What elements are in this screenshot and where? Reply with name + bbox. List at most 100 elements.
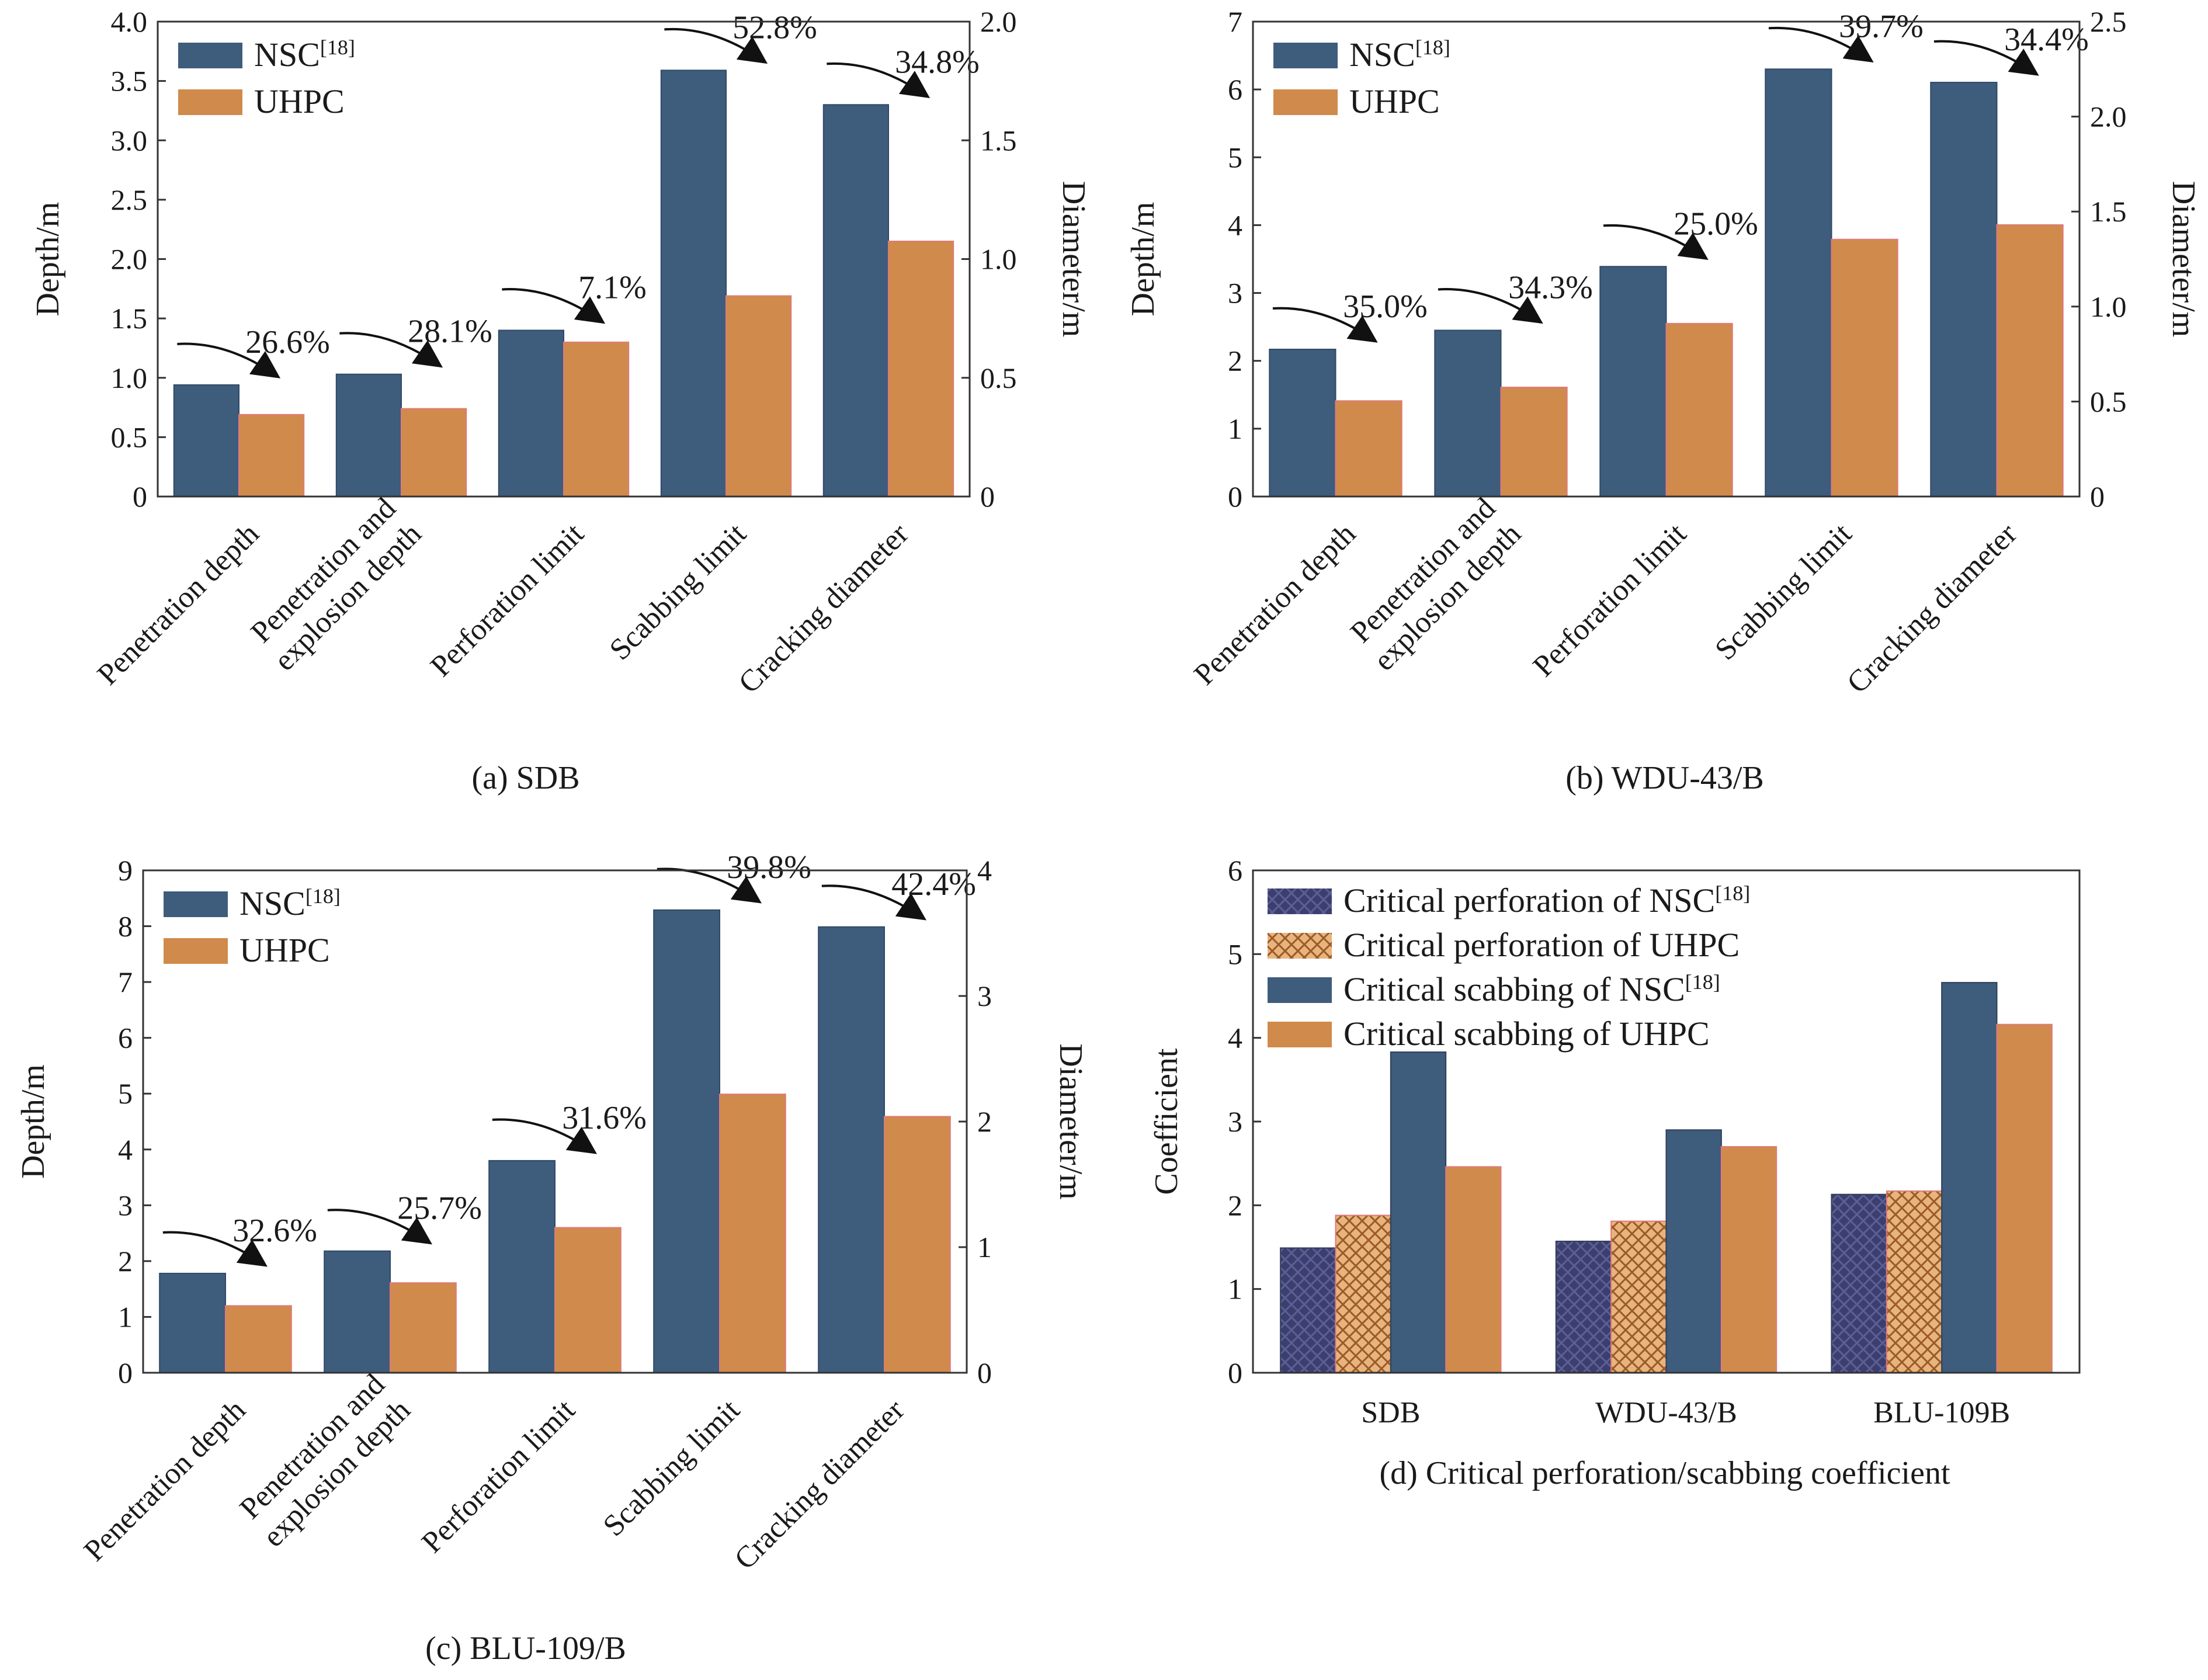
reduction-label: 7.1%	[578, 269, 647, 306]
legend-label: Critical perforation of NSC[18]	[1343, 881, 1750, 919]
x-tick-label-group: Penetration depth	[78, 1393, 252, 1568]
legend-swatch	[178, 89, 242, 115]
y-tick-label: 3	[1228, 1105, 1242, 1138]
y2-tick-label: 1.5	[2090, 195, 2127, 228]
reduction-label: 26.6%	[245, 324, 330, 360]
legend-swatch	[178, 43, 242, 68]
bar-nsc	[818, 926, 885, 1373]
y-tick-label: 2	[1228, 345, 1242, 377]
legend-label: NSC[18]	[1349, 36, 1450, 74]
y-tick-label: 0.5	[111, 421, 148, 453]
bar-uhpc	[238, 414, 305, 497]
reduction-label: 35.0%	[1343, 289, 1428, 325]
y-tick-label: 2.0	[111, 243, 148, 276]
y-tick-label: 4	[118, 1133, 133, 1166]
bar-perforation-uhpc	[1610, 1220, 1667, 1373]
bar-perforation-nsc	[1555, 1240, 1612, 1373]
bar-nsc	[498, 329, 564, 497]
y2-tick-label: 1	[977, 1231, 992, 1264]
x-tick-label-group: Scabbing limit	[1709, 517, 1858, 667]
bar-nsc	[1765, 68, 1832, 498]
reduction-arrow	[1438, 288, 1543, 324]
y-tick-label: 0	[1228, 1356, 1242, 1389]
legend-label-text: NSC	[1349, 36, 1415, 74]
y-tick-label: 6	[118, 1022, 133, 1054]
legend-swatch	[164, 891, 228, 917]
bar-nsc	[335, 373, 402, 498]
bar-uhpc	[563, 341, 630, 498]
x-tick-label: WDU-43/B	[1595, 1396, 1737, 1429]
x-tick-label-group: Perforation limit	[1527, 517, 1693, 683]
chart-caption: (a) SDB	[471, 760, 579, 796]
x-tick-label-group: Penetration depth	[1188, 517, 1362, 692]
y2-tick-label: 1.5	[980, 124, 1017, 157]
reduction-arrow	[492, 1118, 597, 1154]
y2-tick-label: 1.0	[2090, 290, 2127, 323]
x-tick-label-group: Cracking diameter	[732, 517, 915, 700]
reduction-label: 31.6%	[562, 1100, 647, 1136]
legend-swatch	[1273, 43, 1338, 68]
bar-scabbing-uhpc	[1996, 1023, 2053, 1373]
x-tick-label: Cracking diameter	[1841, 517, 2023, 700]
reduction-arrow	[162, 1231, 268, 1267]
reduction-arrow	[821, 884, 926, 921]
legend-label-text: NSC	[239, 884, 305, 922]
y-tick-label: 8	[118, 910, 133, 943]
legend-label-superscript: [18]	[1715, 881, 1750, 905]
y2-tick-label: 0.5	[2090, 385, 2127, 418]
y-tick-label: 7	[118, 966, 133, 998]
reduction-arrow	[1933, 40, 2039, 76]
y-tick-label: 0	[1228, 480, 1242, 513]
legend-label: Critical perforation of UHPC	[1343, 926, 1740, 964]
reduction-arrow	[339, 332, 443, 368]
reduction-label: 34.4%	[2004, 22, 2089, 58]
y2-tick-label: 4	[977, 854, 992, 887]
y-tick-label: 3.0	[111, 124, 148, 157]
x-tick-label: Scabbing limit	[597, 1393, 747, 1543]
y-axis-label: Coefficient	[1148, 1048, 1185, 1195]
y2-tick-label: 3	[977, 980, 992, 1012]
reduction-arrow	[177, 342, 281, 379]
y-tick-label: 3.5	[111, 65, 148, 98]
legend-label-text: Critical scabbing of UHPC	[1343, 1015, 1710, 1053]
x-tick-label: Perforation limit	[415, 1393, 582, 1560]
bar-perforation-nsc	[1831, 1193, 1887, 1373]
bar-uhpc	[1996, 224, 2064, 497]
x-tick-label: Perforation limit	[424, 517, 591, 683]
x-tick-label-group: Perforation limit	[415, 1393, 582, 1560]
bar-nsc	[822, 104, 890, 497]
bar-nsc	[488, 1160, 556, 1374]
chart-panel-d: SDB WDU-43/B BLU-109B 0 1 2 3 4 5 6 Coefficient (d)…	[1148, 854, 2081, 1491]
y-tick-label: 2.5	[111, 183, 148, 216]
x-tick-label: Scabbing limit	[603, 517, 753, 667]
legend-swatch	[1273, 89, 1338, 115]
bar-uhpc	[888, 241, 954, 497]
bar-nsc	[159, 1272, 227, 1374]
bar-uhpc	[401, 408, 467, 497]
reduction-label: 34.3%	[1508, 269, 1593, 306]
y2-tick-label: 0	[980, 480, 995, 513]
y-tick-label: 5	[1228, 141, 1242, 173]
x-tick-label-group: Penetration depth	[91, 517, 266, 692]
y2-axis-label: Diameter/m	[2165, 181, 2202, 337]
x-tick-label-group: Perforation limit	[424, 517, 591, 683]
y-tick-label: 7	[1228, 5, 1242, 38]
legend-label-text: Critical perforation of NSC	[1343, 881, 1715, 919]
y2-axis-label: Diameter/m	[1053, 1043, 1089, 1199]
y-tick-label: 1	[118, 1300, 133, 1333]
y-tick-label: 4.0	[111, 5, 148, 38]
bar-nsc	[1599, 266, 1667, 497]
reduction-arrow	[327, 1209, 432, 1245]
reduction-label: 39.7%	[1839, 8, 1924, 44]
bar-uhpc	[884, 1116, 951, 1374]
reduction-arrow	[502, 288, 606, 324]
legend-label-text: UHPC	[239, 931, 330, 969]
bar-uhpc	[1335, 400, 1402, 498]
reduction-label: 28.1%	[408, 314, 492, 350]
reduction-label: 25.7%	[397, 1190, 482, 1227]
bar-perforation-nsc	[1280, 1247, 1336, 1374]
